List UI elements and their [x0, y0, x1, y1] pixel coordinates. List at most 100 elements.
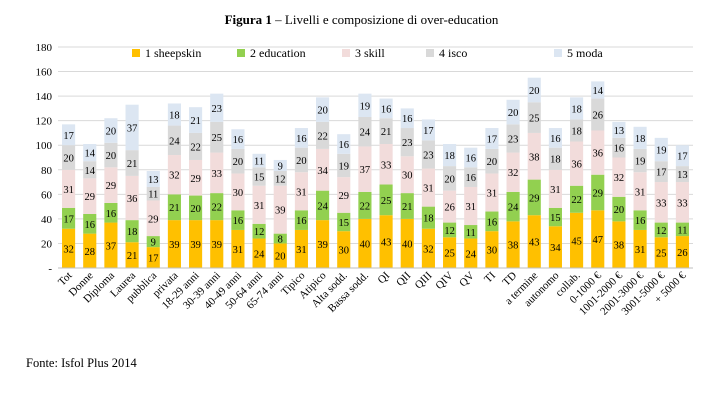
bar-segment	[273, 243, 287, 268]
data-label: 25	[212, 133, 223, 144]
data-label: 23	[508, 134, 519, 145]
bar-segment	[612, 196, 626, 222]
data-label: 18	[571, 126, 582, 137]
x-axis: TotDonneDiplomaLaureapubblicaprivata18-2…	[56, 267, 693, 318]
data-label: 18	[444, 151, 455, 162]
data-label: 33	[381, 160, 392, 171]
data-label: 39	[212, 240, 223, 251]
bar-segment	[485, 231, 499, 268]
bar-stack: 39 20 29 22 21	[189, 107, 203, 268]
bar-segment	[104, 167, 118, 203]
bar-stack: 20 8 39 12 9	[273, 159, 287, 268]
bar-segment	[570, 212, 584, 268]
data-label: 22	[190, 142, 201, 153]
bar-segment	[464, 186, 478, 226]
legend-swatch	[554, 49, 562, 57]
data-label: 43	[529, 238, 540, 249]
bar-segment	[675, 145, 689, 167]
data-label: 20	[296, 156, 307, 167]
bar-segment	[146, 236, 160, 248]
data-label: 12	[275, 174, 286, 185]
bar-segment	[548, 147, 562, 170]
bar-segment	[358, 218, 372, 268]
bar-segment	[210, 93, 224, 122]
x-tick-label: QI	[376, 269, 393, 286]
bar-segment	[231, 129, 245, 149]
data-label: 24	[317, 201, 328, 212]
bar-segment	[273, 233, 287, 244]
bar-segment	[379, 98, 393, 119]
data-label: 22	[571, 195, 582, 206]
bar-segment	[210, 121, 224, 153]
data-label: 20	[444, 174, 455, 185]
y-tick-label: -	[48, 263, 52, 275]
data-label: 31	[296, 187, 307, 198]
data-label: 16	[296, 216, 307, 227]
data-label: 37	[360, 165, 371, 176]
legend-swatch	[426, 49, 434, 57]
bar-segment	[654, 182, 668, 223]
bar-stack: 30 16 31 20 17	[485, 128, 499, 268]
bar-segment	[125, 175, 139, 221]
bar-segment	[231, 173, 245, 211]
data-label: 12	[656, 226, 667, 237]
bar-segment	[527, 102, 541, 133]
bar-segment	[210, 152, 224, 194]
data-label: 38	[614, 241, 625, 252]
bar-stack: 38 24 32 23 20	[506, 99, 520, 268]
data-label: 14	[85, 149, 96, 160]
bar-stack: 31 16 30 20 16	[231, 129, 245, 268]
chart-title: Figura 1 – Livelli e composizione di ove…	[0, 12, 723, 28]
x-tick-label: QII	[394, 269, 414, 289]
bar-segment	[527, 215, 541, 268]
data-label: 13	[677, 170, 688, 181]
data-label: 29	[593, 188, 604, 199]
data-label: 31	[423, 184, 434, 195]
bar-segment	[316, 121, 330, 149]
data-label: 24	[508, 203, 519, 214]
data-label: 26	[444, 203, 455, 214]
bar-segment	[400, 108, 414, 129]
bar-segment	[337, 153, 351, 178]
data-label: 38	[529, 152, 540, 163]
bar-segment	[294, 210, 308, 230]
data-label: 31	[635, 245, 646, 256]
bar-segment	[443, 143, 457, 167]
bar-segment	[506, 99, 520, 125]
title-text: – Livelli e composizione di over-educati…	[271, 12, 499, 27]
bar-segment	[633, 210, 647, 230]
bar-segment	[591, 130, 605, 175]
data-label: 17	[63, 131, 74, 142]
bar-segment	[125, 104, 139, 151]
bar-segment	[464, 147, 478, 168]
data-label: 13	[614, 126, 625, 137]
bar-segment	[316, 97, 330, 122]
bar-segment	[83, 213, 97, 234]
bar-stack: 39 24 34 22 20	[316, 97, 330, 268]
bar-segment	[252, 185, 266, 224]
y-tick-label: 40	[41, 214, 53, 226]
bar-segment	[675, 222, 689, 237]
data-label: 15	[339, 218, 350, 229]
bar-segment	[62, 124, 76, 146]
data-label: 20	[614, 205, 625, 216]
bars: 32 17 31 20 17 28 16 29 14 14 37 16 29 20 20 21 18 36 21 37…	[62, 77, 689, 268]
data-label: 31	[550, 185, 561, 196]
bar-segment	[189, 220, 203, 268]
data-label: 24	[466, 249, 477, 260]
legend-item: 1 sheepskin	[132, 46, 201, 60]
data-label: 29	[529, 193, 540, 204]
data-label: 22	[317, 131, 328, 142]
bar-segment	[167, 220, 181, 268]
bar-segment	[633, 172, 647, 211]
bar-segment	[189, 159, 203, 196]
bar-segment	[252, 167, 266, 186]
bar-stack: 26 11 33 13 17	[675, 145, 689, 268]
bar-segment	[443, 166, 457, 191]
legend-label: 1 sheepskin	[145, 46, 201, 60]
data-label: 31	[296, 245, 307, 256]
bar-stack: 34 15 31 18 16	[548, 128, 562, 268]
data-label: 21	[190, 116, 201, 127]
data-label: 18	[571, 104, 582, 115]
data-label: 43	[381, 238, 392, 249]
